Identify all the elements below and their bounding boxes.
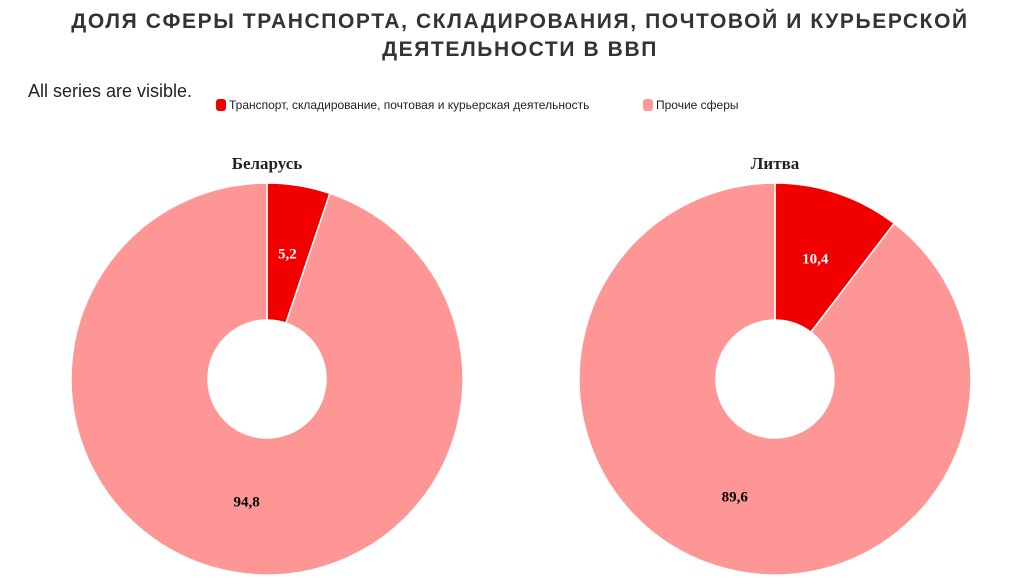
status-text: All series are visible. <box>28 81 192 101</box>
legend-label: Транспорт, складирование, почтовая и кур… <box>229 98 589 112</box>
pie-title: Литва <box>751 154 800 173</box>
donut-slice <box>578 182 972 576</box>
pie-title: Беларусь <box>232 154 303 173</box>
data-label: 5,2 <box>278 247 297 263</box>
data-label: 89,6 <box>722 489 749 505</box>
legend-marker <box>643 99 653 111</box>
data-label: 94,8 <box>233 494 259 510</box>
data-label: 10,4 <box>802 252 829 268</box>
legend-marker <box>216 99 226 111</box>
legend-label: Прочие сферы <box>656 98 739 112</box>
donut-slice <box>70 182 464 576</box>
chart-title: ДОЛЯ СФЕРЫ ТРАНСПОРТА, СКЛАДИРОВАНИЯ, ПО… <box>71 9 968 61</box>
